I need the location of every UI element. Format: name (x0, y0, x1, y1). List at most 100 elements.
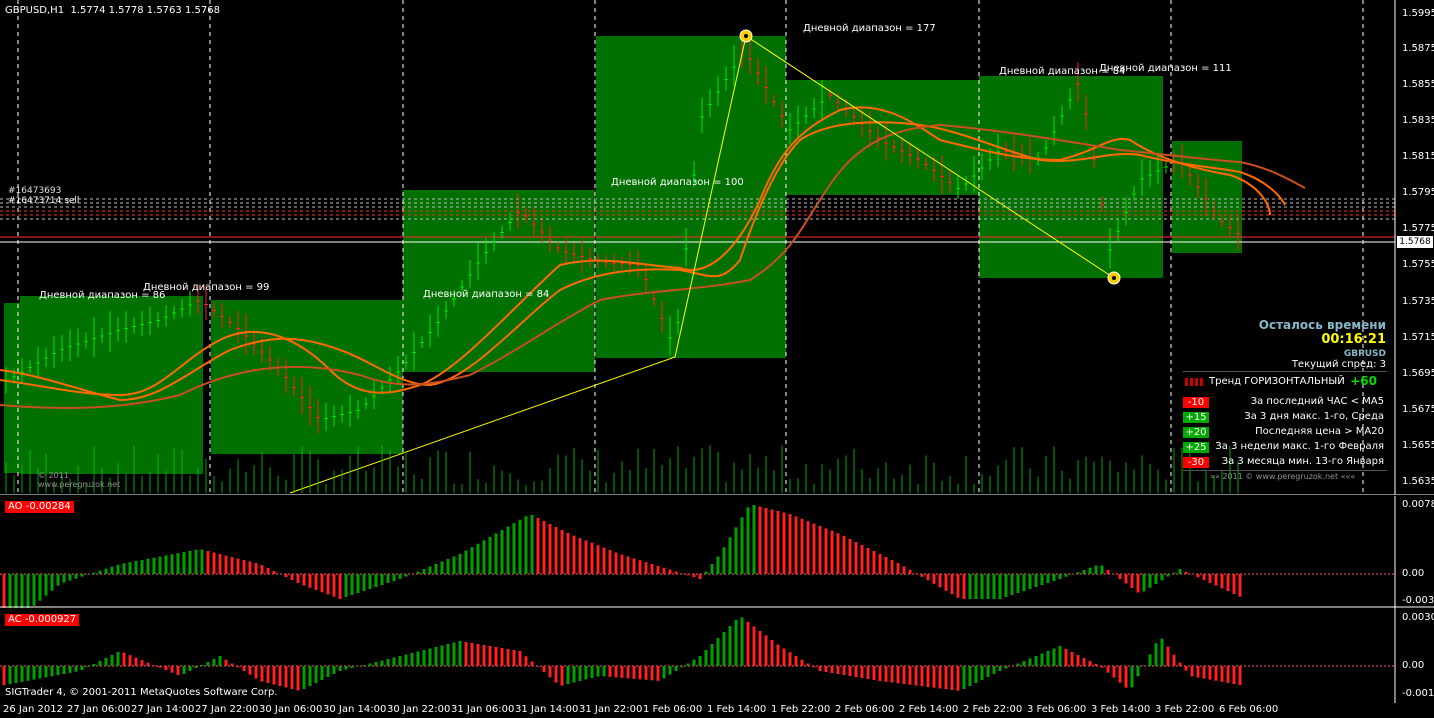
price-label: 1.5835 (1402, 115, 1434, 126)
range-box-1b (20, 296, 203, 474)
panel-symbol: GBPUSD (1343, 349, 1386, 359)
price-label: 1.5995 (1402, 8, 1434, 19)
range-label-1: Дневной диапазон = 86 (39, 290, 166, 301)
price-label: 1.5815 (1402, 151, 1434, 162)
ao-panel[interactable]: AO -0.00284 0.00785 0.00 -0.00335 (0, 496, 1434, 608)
ao-axis-label: 0.00 (1402, 568, 1425, 579)
watermark-site: www.peregruzok.net (38, 480, 121, 489)
spread-text: Текущий спред: 3 (1291, 359, 1386, 370)
time-label: 3 Feb 14:00 (1091, 704, 1151, 715)
time-label: 3 Feb 22:00 (1155, 704, 1215, 715)
criterion-text: Последняя цена > MA20 (1255, 426, 1384, 437)
range-box-3 (403, 190, 595, 372)
range-label-4: Дневной диапазон = 100 (611, 177, 744, 188)
zigzag (289, 35, 1115, 494)
range-box-2 (211, 300, 403, 454)
current-price-tag: 1.5768 (1397, 236, 1433, 248)
time-label: 3 Feb 06:00 (1027, 704, 1087, 715)
time-label: 1 Feb 22:00 (771, 704, 831, 715)
price-label: 1.5715 (1402, 332, 1434, 343)
time-left-value: 00:16:21 (1321, 332, 1386, 347)
time-label: 31 Jan 14:00 (515, 704, 579, 715)
time-label: 31 Jan 22:00 (579, 704, 643, 715)
order-lines (0, 198, 1395, 243)
order-label-1[interactable]: #16473693 (8, 186, 62, 196)
criterion-score: -30 (1183, 457, 1209, 468)
ac-axis-label: 0.00 (1402, 660, 1425, 671)
ac-canvas (0, 608, 1396, 703)
time-label: 2 Feb 22:00 (963, 704, 1023, 715)
criterion-row: -10 За последний ЧАС < MA5 (1183, 396, 1386, 410)
ma-mid (0, 121, 1286, 402)
time-label: 27 Jan 06:00 (67, 704, 131, 715)
panel-footer: »» 2011 © www.peregruzok.net ««« (1210, 472, 1356, 481)
trend-icon (1185, 378, 1205, 386)
criterion-score: +20 (1183, 427, 1209, 438)
ac-label: AC -0.000927 (5, 614, 80, 626)
ao-canvas (0, 496, 1434, 608)
info-panel: Осталось времени 00:16:21 GBPUSD Текущий… (1180, 316, 1390, 488)
price-label: 1.5775 (1402, 223, 1434, 234)
time-label: 31 Jan 06:00 (451, 704, 515, 715)
ma-slow (0, 123, 1306, 409)
price-label: 1.5635 (1402, 476, 1434, 487)
range-label-3: Дневной диапазон = 84 (423, 289, 550, 300)
price-label: 1.5855 (1402, 79, 1434, 90)
ac-axis-label: -0.00194 (1402, 688, 1434, 699)
price-label: 1.5875 (1402, 43, 1434, 54)
copyright: SIGTrader 4, © 2001-2011 MetaQuotes Soft… (5, 687, 278, 698)
order-label-2[interactable]: #16473714 sell (8, 196, 80, 206)
panel-divider (1183, 371, 1387, 372)
time-label: 30 Jan 22:00 (387, 704, 451, 715)
price-label: 1.5695 (1402, 368, 1434, 379)
volume-bars (5, 445, 1239, 493)
criterion-row: -30 За 3 месяца мин. 13-го Января (1183, 456, 1386, 470)
trend-score: +60 (1350, 374, 1377, 388)
range-box-4 (596, 36, 786, 358)
price-label: 1.5735 (1402, 296, 1434, 307)
ohlc-values: 1.5774 1.5778 1.5763 1.5768 (70, 5, 220, 16)
ao-label: AO -0.00284 (5, 501, 74, 513)
criterion-text: За 3 дня макс. 1-го, Среда (1244, 411, 1384, 422)
time-left-title: Осталось времени (1258, 318, 1386, 332)
trend-label: Тренд ГОРИЗОНТАЛЬНЫЙ (1209, 376, 1345, 387)
criterion-score: -10 (1183, 397, 1209, 408)
range-box-1 (4, 303, 20, 473)
watermark-year: © 2011 (38, 471, 69, 480)
range-box-6 (979, 76, 1163, 278)
watermark-left: © 2011 www.peregruzok.net (8, 471, 120, 489)
criterion-score: +25 (1183, 442, 1209, 453)
criterion-row: +20 Последняя цена > MA20 (1183, 426, 1386, 440)
main-chart[interactable]: GBPUSD,H1 1.5774 1.5778 1.5763 1.5768 #1… (0, 0, 1434, 495)
time-label: 26 Jan 2012 (3, 704, 63, 715)
price-label: 1.5655 (1402, 440, 1434, 451)
time-label: 2 Feb 06:00 (835, 704, 895, 715)
range-label-2: Дневной диапазон = 99 (143, 282, 270, 293)
price-label: 1.5795 (1402, 187, 1434, 198)
price-label: 1.5755 (1402, 259, 1434, 270)
price-label: 1.5675 (1402, 404, 1434, 415)
criterion-text: За 3 недели макс. 1-го Февраля (1215, 441, 1384, 452)
symbol-header: GBPUSD,H1 1.5774 1.5778 1.5763 1.5768 (5, 5, 220, 16)
criterion-row: +25 За 3 недели макс. 1-го Февраля (1183, 441, 1386, 455)
criterion-text: За 3 месяца мин. 13-го Января (1221, 456, 1384, 467)
time-label: 2 Feb 14:00 (899, 704, 959, 715)
ao-bars (2, 505, 1242, 608)
criterion-text: За последний ЧАС < MA5 (1250, 396, 1384, 407)
time-label: 1 Feb 14:00 (707, 704, 767, 715)
candles (4, 37, 1240, 433)
range-label-5: Дневной диапазон = 177 (803, 23, 936, 34)
time-label: 27 Jan 14:00 (131, 704, 195, 715)
criterion-row: +15 За 3 дня макс. 1-го, Среда (1183, 411, 1386, 425)
panel-divider (1183, 470, 1387, 471)
range-label-7: Дневной диапазон = 111 (1099, 63, 1232, 74)
ac-panel[interactable]: AC -0.000927 0.00307 0.00 -0.00194 SIGTr… (0, 608, 1434, 703)
time-label: 30 Jan 06:00 (259, 704, 323, 715)
time-label: 1 Feb 06:00 (643, 704, 703, 715)
range-label-6: Дневной диапазон = 84 (999, 66, 1126, 77)
ao-axis-label: 0.00785 (1402, 499, 1434, 510)
symbol-name: GBPUSD,H1 (5, 5, 65, 16)
trend-row: Тренд ГОРИЗОНТАЛЬНЫЙ +60 (1183, 374, 1387, 390)
main-chart-canvas (0, 0, 1434, 495)
ac-bars (2, 617, 1242, 691)
